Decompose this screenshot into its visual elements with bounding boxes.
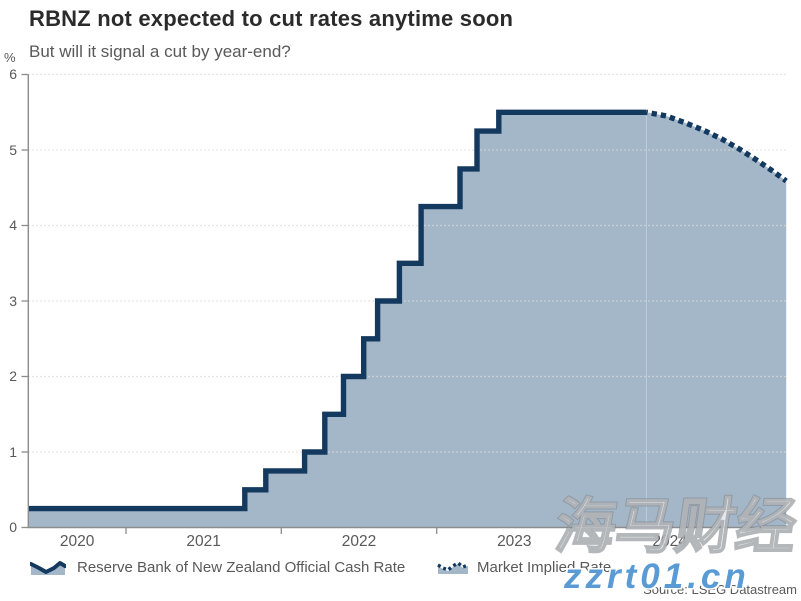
rate-area-fill [28,112,787,528]
x-tick-label: 2020 [59,533,95,550]
legend-label: Market Implied Rate [477,558,612,576]
x-tick-label: 2022 [341,533,377,550]
dotted-line-legend-icon [437,560,469,574]
y-axis-unit-label: % [4,50,16,65]
x-tick-label: 2021 [186,533,221,550]
page-title: RBNZ not expected to cut rates anytime s… [29,6,514,31]
watermark-cjk: 海马财经 [550,492,801,561]
market-implied-rate-line [645,109,788,184]
y-tick-label: 1 [9,443,17,460]
source-attribution: Source: LSEG Datastream [643,582,797,597]
solid-area-legend-icon [30,560,66,575]
y-tick-label: 2 [9,368,17,384]
page-subtitle: But will it signal a cut by year-end? [29,42,291,61]
y-tick-label: 4 [9,217,17,233]
legend-item-official-cash-rate: Reserve Bank of New Zealand Official Cas… [30,556,405,578]
y-tick-label: 0 [9,519,17,535]
x-tick-label: 2023 [497,533,532,550]
x-tick-label: 2024 [652,533,687,550]
y-tick-label: 5 [9,141,17,158]
watermark-site: zzrt01.cn [564,557,750,596]
legend-item-market-implied-rate: Market Implied Rate [437,556,611,578]
chart-legend: Reserve Bank of New Zealand Official Cas… [0,556,801,580]
y-tick-label: 6 [9,66,17,82]
y-tick-label: 3 [9,292,17,309]
official-cash-rate-line [28,109,647,512]
legend-label: Reserve Bank of New Zealand Official Cas… [77,558,406,576]
